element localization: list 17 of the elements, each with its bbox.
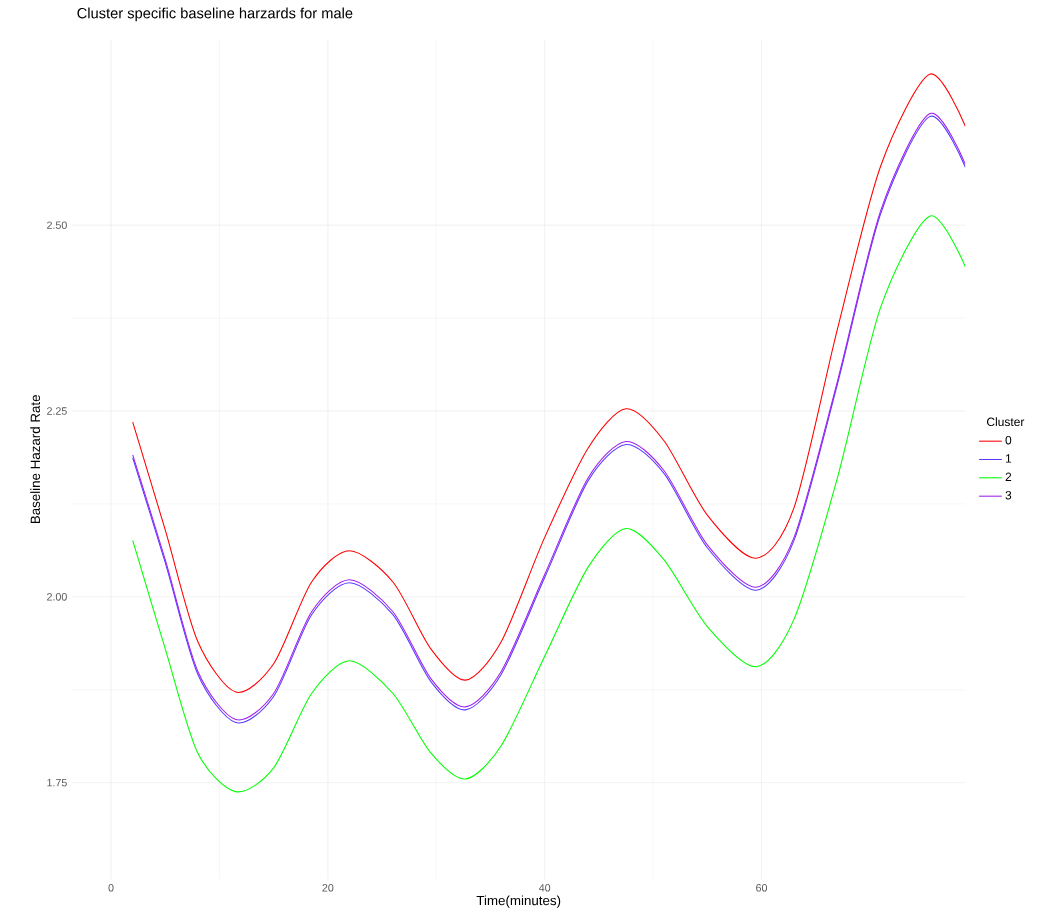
- y-axis-title: Baseline Hazard Rate: [30, 395, 41, 524]
- legend-label: 0: [1005, 435, 1012, 445]
- x-tick-label: 60: [756, 884, 768, 892]
- legend-title: Cluster: [986, 417, 1025, 427]
- legend-label: 3: [1005, 490, 1012, 500]
- x-tick-label: 0: [108, 884, 114, 892]
- legend-label: 1: [1005, 454, 1012, 463]
- y-tick-label: 2.50: [47, 221, 67, 229]
- x-tick-label: 20: [322, 884, 334, 892]
- chart-title: Cluster specific baseline harzards for male: [77, 7, 353, 22]
- x-tick-label: 40: [539, 884, 551, 892]
- line-series: [132, 215, 966, 793]
- y-tick-label: 1.75: [47, 778, 67, 787]
- legend-label: 2: [1005, 472, 1012, 481]
- y-tick-label: 2.00: [47, 593, 67, 601]
- y-tick-label: 2.25: [47, 407, 67, 415]
- x-axis-title: Time(minutes): [476, 895, 561, 908]
